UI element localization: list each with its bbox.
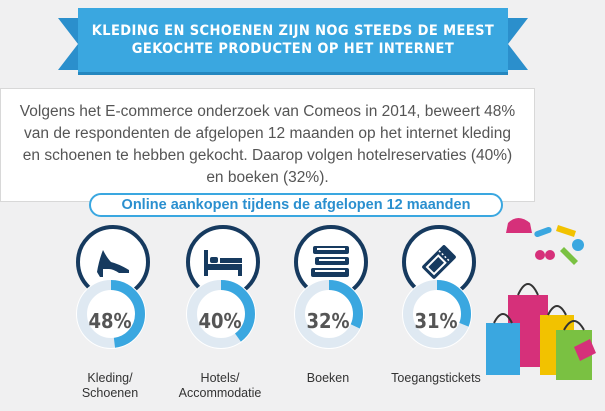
category-label: Boeken <box>306 371 350 385</box>
ticket-icon <box>402 225 476 299</box>
intro-text: Volgens het E-commerce onderzoek van Com… <box>19 103 516 186</box>
value-label: 48% <box>88 309 132 333</box>
category-label: Hotels/Accommodatie <box>178 371 262 400</box>
donut-chart <box>76 279 146 349</box>
category-label: Kleding/Schoenen <box>81 371 139 400</box>
chart-item: 48% Kleding/Schoenen <box>74 225 174 411</box>
donut-chart <box>186 279 256 349</box>
value-label: 40% <box>198 309 242 333</box>
banner-line-2: GEKOCHTE PRODUCTEN OP HET INTERNET <box>131 41 455 57</box>
banner-tail-left <box>58 18 78 70</box>
donut-value-arc <box>403 280 471 348</box>
banner-tail-right <box>508 18 528 70</box>
donut-chart <box>402 279 472 349</box>
donut-chart <box>294 279 364 349</box>
donut-value-arc <box>187 280 255 348</box>
banner-line-1: KLEDING EN SCHOENEN ZIJN NOG STEEDS DE M… <box>91 23 495 39</box>
bed-icon <box>186 225 260 299</box>
category-label: Toegangstickets <box>391 371 481 385</box>
intro-box: Volgens het E-commerce onderzoek van Com… <box>0 88 535 202</box>
chart-title: Online aankopen tijdens de afgelopen 12 … <box>89 193 503 217</box>
donut-value-arc <box>295 280 363 348</box>
value-label: 32% <box>306 309 350 333</box>
title-banner: KLEDING EN SCHOENEN ZIJN NOG STEEDS DE M… <box>78 8 508 72</box>
donut-value-arc <box>77 280 145 348</box>
shopping-bags-icon <box>486 218 596 380</box>
chart-item: 31% Toegangstickets <box>391 225 500 411</box>
value-label: 31% <box>414 309 458 333</box>
chart-item: 40% Hotels/Accommodatie <box>179 225 284 411</box>
chart-item: 32% Boeken <box>292 225 392 411</box>
